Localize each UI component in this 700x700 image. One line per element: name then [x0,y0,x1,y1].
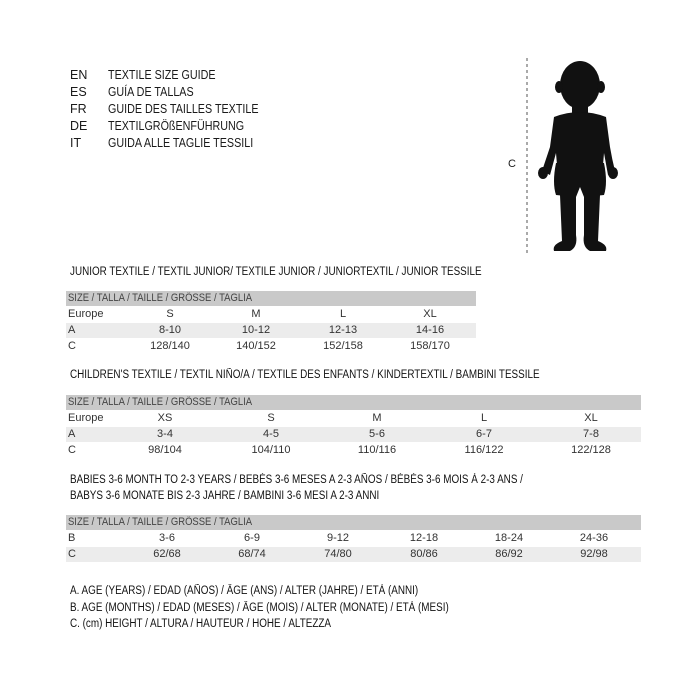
table-row: B 3-6 6-9 9-12 12-18 18-24 24-36 [66,531,641,546]
table-title: CHILDREN'S TEXTILE / TEXTIL NIÑO/A / TEX… [70,369,540,381]
table-row: A 3-4 4-5 5-6 6-7 7-8 [66,427,641,442]
babies-textile-table: SIZE / TALLA / TAILLE / GRÖSSE / TAGLIA B… [66,515,641,563]
child-silhouette-icon [526,58,618,255]
height-measure-label: C [508,158,516,170]
row-label: Europe [68,412,104,424]
table-title: JUNIOR TEXTILE / TEXTIL JUNIOR/ TEXTILE … [70,266,482,278]
row-label: A [68,428,76,440]
table-row: A 8-10 10-12 12-13 14-16 [66,323,476,338]
table-cell: 68/74 [238,548,266,560]
table-cell: 62/68 [153,548,181,560]
table-title: BABIES 3-6 MONTH TO 2-3 YEARS / BEBÉS 3-… [70,474,523,486]
lang-title-de: TEXTILGRÖßENFÜHRUNG [108,119,245,133]
lang-title-it: GUIDA ALLE TAGLIE TESSILI [108,136,254,150]
table-header-bar: SIZE / TALLA / TAILLE / GRÖSSE / TAGLIA [66,291,476,306]
table-header-bar: SIZE / TALLA / TAILLE / GRÖSSE / TAGLIA [66,515,641,530]
table-cell: 24-36 [579,532,609,544]
table-cell: XL [584,412,598,424]
table-cell: M [372,412,382,424]
row-label: C [68,548,76,560]
legend-b: B. AGE (MONTHS) / EDAD (MESES) / ÂGE (MO… [70,602,449,614]
table-cell: S [166,308,174,320]
table-cell: L [339,308,347,320]
table-cell: 98/104 [148,444,182,456]
table-cell: 7-8 [583,428,599,440]
table-row: C 98/104 104/110 110/116 116/122 122/128 [66,443,641,458]
junior-textile-table: SIZE / TALLA / TAILLE / GRÖSSE / TAGLIA E… [66,291,476,355]
table-cell: 92/98 [580,548,608,560]
legend-c: C. (cm) HEIGHT / ALTURA / HAUTEUR / HÖHE… [70,618,332,630]
lang-title-en: TEXTILE SIZE GUIDE [108,68,216,82]
table-cell: 9-12 [326,532,350,544]
table-cell: L [480,412,488,424]
row-label: B [68,532,76,544]
table-cell: XS [157,412,173,424]
table-row: Europe S M L XL [66,307,476,322]
lang-code-es: ES [70,85,87,99]
table-cell: 122/128 [571,444,611,456]
table-cell: M [251,308,261,320]
table-cell: 14-16 [415,324,445,336]
lang-title-fr: GUIDE DES TAILLES TEXTILE [108,102,259,116]
lang-code-en: EN [70,68,88,82]
table-cell: 116/122 [464,444,504,456]
table-cell: 8-10 [158,324,182,336]
table-header-bar: SIZE / TALLA / TAILLE / GRÖSSE / TAGLIA [66,395,641,410]
table-cell: 4-5 [263,428,279,440]
lang-code-fr: FR [70,102,87,116]
table-cell: 3-4 [157,428,173,440]
table-cell: 6-7 [476,428,492,440]
table-cell: 10-12 [241,324,271,336]
table-cell: 152/158 [323,340,363,352]
table-row: C 128/140 140/152 152/158 158/170 [66,339,476,354]
table-cell: XL [423,308,437,320]
table-title: BABYS 3-6 MONATE BIS 2-3 JAHRE / BAMBINI… [70,490,380,502]
row-label: C [68,340,76,352]
lang-code-de: DE [70,119,88,133]
row-label: C [68,444,76,456]
legend-a: A. AGE (YEARS) / EDAD (AÑOS) / ÂGE (ANS)… [70,585,419,597]
lang-title-es: GUÍA DE TALLAS [108,85,194,99]
table-cell: 140/152 [236,340,276,352]
table-cell: 18-24 [494,532,524,544]
table-row: Europe XS S M L XL [66,411,641,426]
table-cell: 12-13 [328,324,358,336]
table-row: C 62/68 68/74 74/80 80/86 86/92 92/98 [66,547,641,562]
lang-code-it: IT [70,136,82,150]
table-cell: 104/110 [251,444,291,456]
table-cell: 5-6 [369,428,385,440]
table-cell: 158/170 [410,340,450,352]
table-cell: 6-9 [244,532,260,544]
table-cell: 3-6 [159,532,175,544]
table-cell: 128/140 [150,340,190,352]
table-cell: 74/80 [324,548,352,560]
table-cell: 12-18 [409,532,439,544]
table-cell: 80/86 [410,548,438,560]
table-cell: S [267,412,275,424]
childrens-textile-table: SIZE / TALLA / TAILLE / GRÖSSE / TAGLIA E… [66,395,641,459]
table-cell: 110/116 [357,444,397,456]
table-cell: 86/92 [495,548,523,560]
row-label: Europe [68,308,104,320]
row-label: A [68,324,76,336]
